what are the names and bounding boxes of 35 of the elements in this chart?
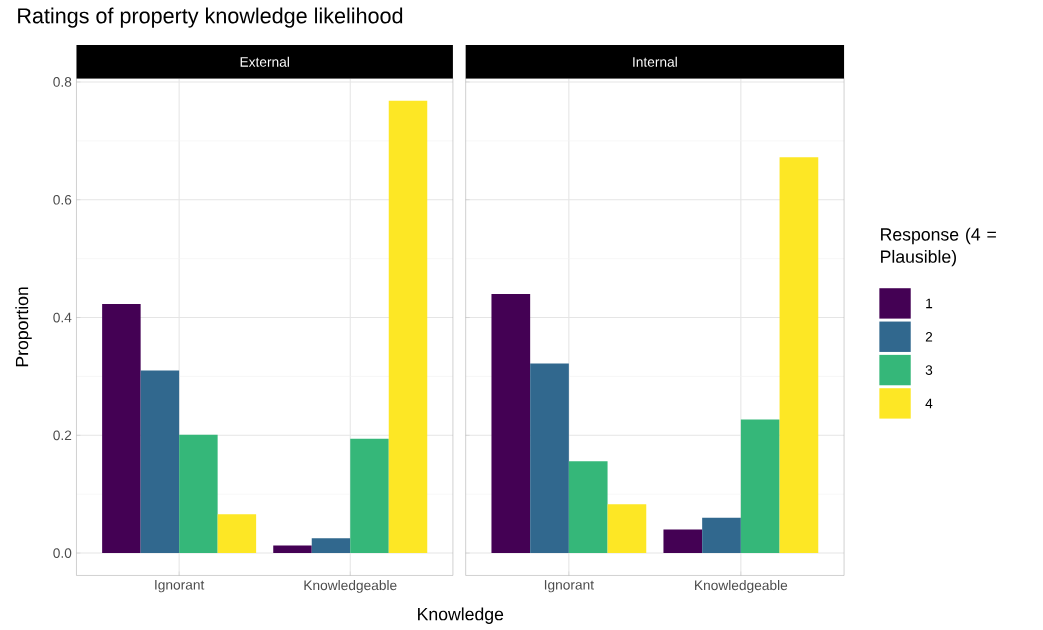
bar	[663, 529, 703, 553]
bar	[179, 434, 218, 553]
legend-title: Response (4 = Plausible)	[881, 227, 996, 267]
bar	[530, 363, 569, 553]
bar	[607, 504, 647, 553]
chart-subtitle: External	[240, 56, 289, 67]
legend-label: 4	[925, 398, 933, 408]
y-tick-label: 0.0	[53, 548, 72, 558]
legend-label: 3	[925, 365, 933, 375]
y-axis-title: Proportion	[15, 287, 32, 367]
y-tick-label: 0.8	[53, 76, 72, 87]
bar	[568, 461, 608, 553]
bar	[779, 157, 819, 553]
bar	[491, 293, 531, 553]
y-tick-label: 0.6	[53, 194, 72, 205]
x-tick-label: Knowledgeable	[304, 579, 397, 593]
bar	[140, 370, 180, 553]
bar	[388, 100, 428, 553]
x-tick-label: Ignorant	[544, 579, 594, 593]
bar	[102, 303, 141, 553]
bar	[702, 517, 741, 553]
bar	[217, 514, 257, 553]
x-tick-label: Knowledgeable	[695, 579, 788, 593]
legend-label: 2	[925, 331, 933, 342]
bar	[273, 545, 312, 553]
x-axis-title: Knowledge	[418, 607, 504, 624]
bar	[350, 438, 389, 553]
y-tick-label: 0.4	[53, 312, 72, 323]
x-tick-label: Ignorant	[155, 579, 205, 593]
bar	[311, 538, 351, 553]
chart-title: Ratings of property knowledge likelihood	[18, 7, 403, 28]
y-tick-label: 0.2	[53, 430, 72, 440]
chart-subtitle: Internal	[633, 56, 677, 67]
legend-label: 1	[926, 298, 933, 308]
bar	[740, 419, 780, 553]
